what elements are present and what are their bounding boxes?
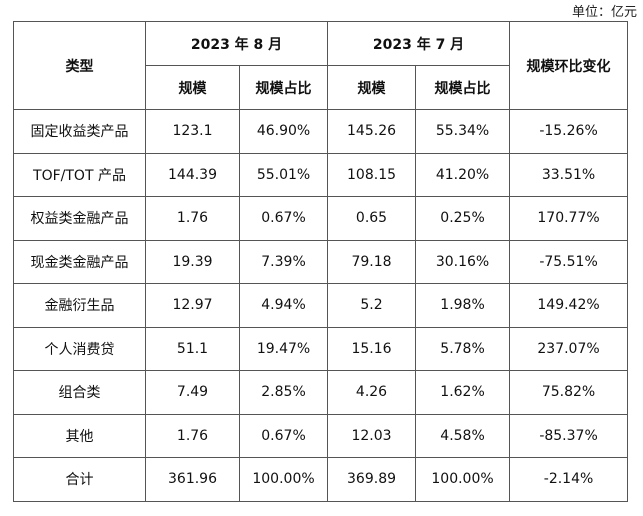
cell-jul-scale: 12.03 [327, 413, 417, 458]
cell-aug-share: 55.01% [238, 152, 329, 197]
cell-type: TOF/TOT 产品 [13, 152, 146, 197]
cell-aug-share: 100.00% [238, 457, 329, 502]
cell-change: -85.37% [509, 413, 629, 458]
cell-aug-scale: 361.96 [145, 457, 240, 502]
cell-jul-share: 5.78% [415, 326, 511, 371]
table-row: 现金类金融产品 19.39 7.39% 79.18 30.16% -75.51% [13, 239, 629, 284]
table-row: 其他 1.76 0.67% 12.03 4.58% -85.37% [13, 413, 629, 458]
cell-aug-scale: 51.1 [145, 326, 240, 371]
header-aug-scale: 规模 [145, 65, 240, 110]
header-jul-share: 规模占比 [415, 65, 511, 110]
cell-aug-share: 0.67% [238, 196, 329, 241]
cell-change: -75.51% [509, 239, 629, 284]
cell-aug-share: 19.47% [238, 326, 329, 371]
cell-jul-scale: 15.16 [327, 326, 417, 371]
table-row: 固定收益类产品 123.1 46.90% 145.26 55.34% -15.26% [13, 109, 629, 154]
header-aug: 2023 年 8 月 [144, 21, 329, 66]
cell-change: 149.42% [509, 283, 629, 328]
cell-jul-scale: 145.26 [327, 109, 417, 154]
cell-change: 170.77% [509, 196, 629, 241]
cell-jul-scale: 79.18 [327, 239, 417, 284]
cell-jul-share: 1.98% [415, 283, 511, 328]
cell-type: 其他 [13, 413, 146, 458]
table-row: TOF/TOT 产品 144.39 55.01% 108.15 41.20% 33.51% [13, 152, 629, 197]
cell-change: -15.26% [509, 109, 629, 154]
cell-aug-scale: 144.39 [145, 152, 240, 197]
cell-aug-share: 2.85% [238, 370, 329, 415]
cell-jul-share: 30.16% [415, 239, 511, 284]
cell-jul-share: 41.20% [415, 152, 511, 197]
header-jul: 2023 年 7 月 [327, 21, 511, 66]
cell-change: 75.82% [509, 370, 629, 415]
cell-jul-scale: 369.89 [327, 457, 417, 502]
cell-change: 237.07% [509, 326, 629, 371]
header-type: 类型 [13, 21, 146, 110]
cell-aug-scale: 19.39 [145, 239, 240, 284]
cell-jul-scale: 4.26 [327, 370, 417, 415]
cell-type: 组合类 [13, 370, 146, 415]
cell-aug-share: 46.90% [238, 109, 329, 154]
cell-change: -2.14% [509, 457, 629, 502]
cell-type: 金融衍生品 [13, 283, 146, 328]
cell-jul-share: 55.34% [415, 109, 511, 154]
table-row: 组合类 7.49 2.85% 4.26 1.62% 75.82% [13, 370, 629, 415]
cell-type: 个人消费贷 [13, 326, 146, 371]
cell-aug-share: 7.39% [238, 239, 329, 284]
cell-aug-scale: 7.49 [145, 370, 240, 415]
unit-label: 单位：亿元 [571, 5, 637, 20]
table-row: 权益类金融产品 1.76 0.67% 0.65 0.25% 170.77% [13, 196, 629, 241]
header-aug-share: 规模占比 [238, 65, 329, 110]
table-row: 金融衍生品 12.97 4.94% 5.2 1.98% 149.42% [13, 283, 629, 328]
header-row-1: 类型 2023 年 8 月 2023 年 7 月 规模环比变化 [13, 21, 629, 110]
table-row: 个人消费贷 51.1 19.47% 15.16 5.78% 237.07% [13, 326, 629, 371]
cell-type: 固定收益类产品 [13, 109, 146, 154]
cell-type: 权益类金融产品 [13, 196, 146, 241]
cell-aug-share: 4.94% [238, 283, 329, 328]
header-jul-scale: 规模 [327, 65, 417, 110]
cell-type: 合计 [13, 457, 146, 502]
header-change: 规模环比变化 [509, 21, 629, 110]
cell-jul-scale: 0.65 [327, 196, 417, 241]
cell-jul-scale: 108.15 [327, 152, 417, 197]
cell-type: 现金类金融产品 [13, 239, 146, 284]
cell-jul-share: 0.25% [415, 196, 511, 241]
cell-jul-scale: 5.2 [327, 283, 417, 328]
table-row: 合计 361.96 100.00% 369.89 100.00% -2.14% [13, 457, 629, 502]
cell-change: 33.51% [509, 152, 629, 197]
cell-aug-scale: 1.76 [145, 196, 240, 241]
cell-jul-share: 1.62% [415, 370, 511, 415]
cell-jul-share: 4.58% [415, 413, 511, 458]
data-table: 类型 2023 年 8 月 2023 年 7 月 规模环比变化 规模 规模占比 … [13, 21, 629, 502]
cell-aug-share: 0.67% [238, 413, 329, 458]
header-row-2: 规模 规模占比 规模 规模占比 [14, 65, 628, 110]
cell-aug-scale: 1.76 [145, 413, 240, 458]
table-body: 固定收益类产品 123.1 46.90% 145.26 55.34% -15.26% TOF… [13, 109, 629, 502]
cell-jul-share: 100.00% [415, 457, 511, 502]
cell-aug-scale: 123.1 [145, 109, 240, 154]
cell-aug-scale: 12.97 [145, 283, 240, 328]
